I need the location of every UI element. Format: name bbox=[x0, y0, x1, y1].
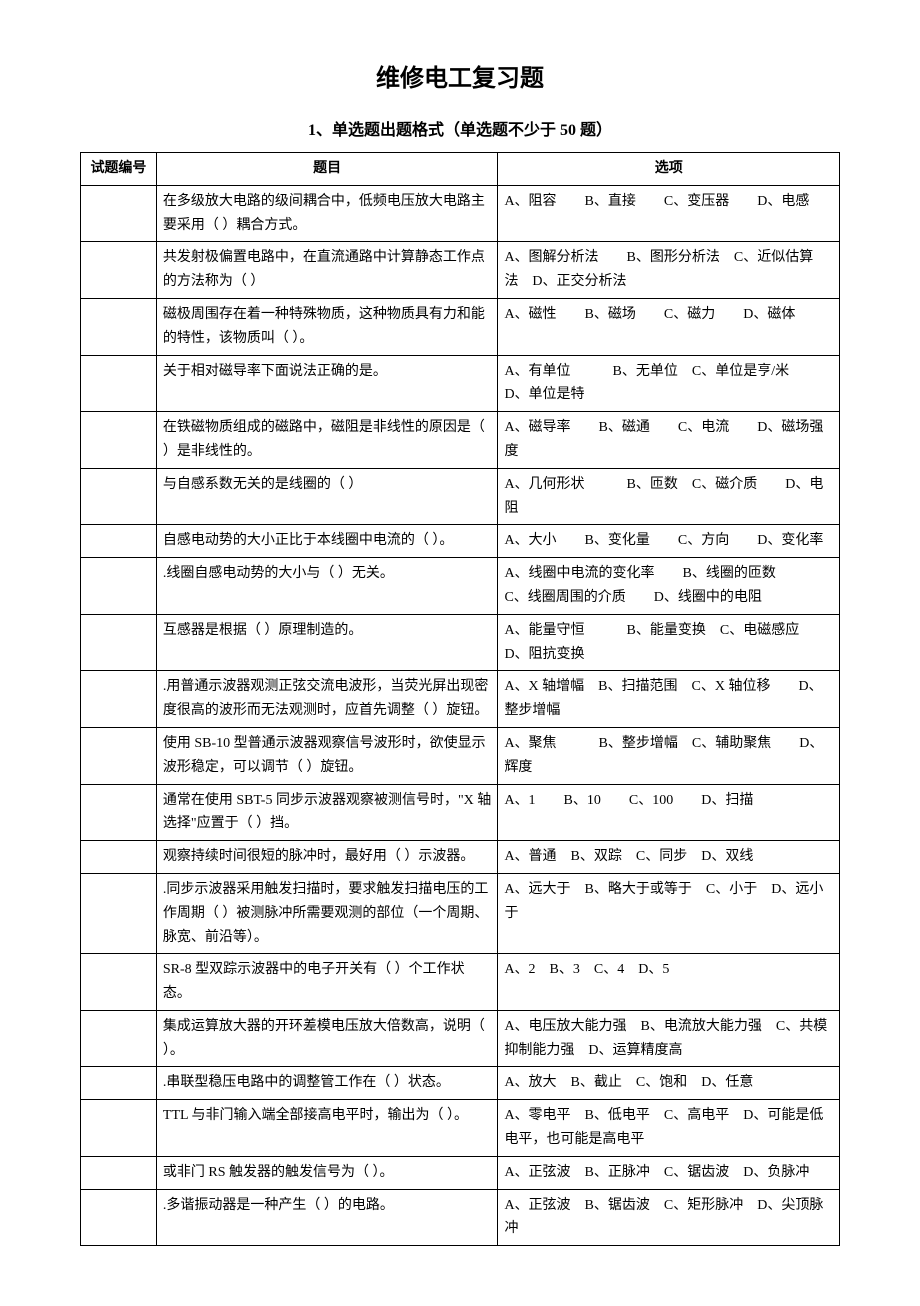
cell-question: .用普通示波器观测正弦交流电波形，当荧光屏出现密度很高的波形而无法观测时，应首先… bbox=[156, 671, 498, 728]
table-row: 观察持续时间很短的脉冲时，最好用（ ）示波器。A、普通 B、双踪 C、同步 D、… bbox=[81, 841, 840, 874]
table-row: .串联型稳压电路中的调整管工作在（ ）状态。A、放大 B、截止 C、饱和 D、任… bbox=[81, 1067, 840, 1100]
cell-id bbox=[81, 1100, 157, 1157]
cell-options: A、阻容 B、直接 C、变压器 D、电感 bbox=[498, 185, 840, 242]
cell-id bbox=[81, 242, 157, 299]
cell-options: A、2 B、3 C、4 D、5 bbox=[498, 954, 840, 1011]
cell-options: A、线圈中电流的变化率 B、线圈的匝数C、线圈周围的介质 D、线圈中的电阻 bbox=[498, 558, 840, 615]
cell-options: A、零电平 B、低电平 C、高电平 D、可能是低电平，也可能是高电平 bbox=[498, 1100, 840, 1157]
table-row: 在铁磁物质组成的磁路中，磁阻是非线性的原因是（ ）是非线性的。A、磁导率 B、磁… bbox=[81, 412, 840, 469]
table-row: .用普通示波器观测正弦交流电波形，当荧光屏出现密度很高的波形而无法观测时，应首先… bbox=[81, 671, 840, 728]
table-row: 在多级放大电路的级间耦合中，低频电压放大电路主要采用（ ）耦合方式。A、阻容 B… bbox=[81, 185, 840, 242]
cell-options: A、磁导率 B、磁通 C、电流 D、磁场强度 bbox=[498, 412, 840, 469]
cell-id bbox=[81, 355, 157, 412]
table-row: SR-8 型双踪示波器中的电子开关有（ ）个工作状态。A、2 B、3 C、4 D… bbox=[81, 954, 840, 1011]
question-table: 试题编号 题目 选项 在多级放大电路的级间耦合中，低频电压放大电路主要采用（ ）… bbox=[80, 152, 840, 1246]
cell-id bbox=[81, 558, 157, 615]
cell-id bbox=[81, 1189, 157, 1246]
table-row: 与自感系数无关的是线圈的（ ）A、几何形状 B、匝数 C、磁介质 D、电阻 bbox=[81, 468, 840, 525]
cell-question: .串联型稳压电路中的调整管工作在（ ）状态。 bbox=[156, 1067, 498, 1100]
cell-options: A、1 B、10 C、100 D、扫描 bbox=[498, 784, 840, 841]
cell-question: TTL 与非门输入端全部接高电平时，输出为（ ）。 bbox=[156, 1100, 498, 1157]
cell-id bbox=[81, 1067, 157, 1100]
cell-options: A、放大 B、截止 C、饱和 D、任意 bbox=[498, 1067, 840, 1100]
cell-id bbox=[81, 1010, 157, 1067]
cell-id bbox=[81, 727, 157, 784]
cell-question: 通常在使用 SBT-5 同步示波器观察被测信号时，"X 轴选择"应置于（ ）挡。 bbox=[156, 784, 498, 841]
cell-id bbox=[81, 298, 157, 355]
cell-options: A、电压放大能力强 B、电流放大能力强 C、共模抑制能力强 D、运算精度高 bbox=[498, 1010, 840, 1067]
cell-options: A、X 轴增幅 B、扫描范围 C、X 轴位移 D、整步增幅 bbox=[498, 671, 840, 728]
cell-question: 磁极周围存在着一种特殊物质，这种物质具有力和能的特性，该物质叫（ ）。 bbox=[156, 298, 498, 355]
table-row: 通常在使用 SBT-5 同步示波器观察被测信号时，"X 轴选择"应置于（ ）挡。… bbox=[81, 784, 840, 841]
table-row: 集成运算放大器的开环差模电压放大倍数高，说明（ ）。A、电压放大能力强 B、电流… bbox=[81, 1010, 840, 1067]
cell-options: A、大小 B、变化量 C、方向 D、变化率 bbox=[498, 525, 840, 558]
cell-question: 观察持续时间很短的脉冲时，最好用（ ）示波器。 bbox=[156, 841, 498, 874]
cell-options: A、图解分析法 B、图形分析法 C、近似估算法 D、正交分析法 bbox=[498, 242, 840, 299]
cell-id bbox=[81, 468, 157, 525]
cell-question: .同步示波器采用触发扫描时，要求触发扫描电压的工作周期（ ）被测脉冲所需要观测的… bbox=[156, 873, 498, 953]
cell-options: A、普通 B、双踪 C、同步 D、双线 bbox=[498, 841, 840, 874]
cell-question: SR-8 型双踪示波器中的电子开关有（ ）个工作状态。 bbox=[156, 954, 498, 1011]
cell-question: 自感电动势的大小正比于本线圈中电流的（ ）。 bbox=[156, 525, 498, 558]
table-row: 共发射极偏置电路中，在直流通路中计算静态工作点的方法称为（ ）A、图解分析法 B… bbox=[81, 242, 840, 299]
cell-question: 使用 SB-10 型普通示波器观察信号波形时，欲使显示波形稳定，可以调节（ ）旋… bbox=[156, 727, 498, 784]
cell-id bbox=[81, 784, 157, 841]
table-row: .同步示波器采用触发扫描时，要求触发扫描电压的工作周期（ ）被测脉冲所需要观测的… bbox=[81, 873, 840, 953]
cell-options: A、远大于 B、略大于或等于 C、小于 D、远小于 bbox=[498, 873, 840, 953]
table-row: 使用 SB-10 型普通示波器观察信号波形时，欲使显示波形稳定，可以调节（ ）旋… bbox=[81, 727, 840, 784]
cell-question: .多谐振动器是一种产生（ ）的电路。 bbox=[156, 1189, 498, 1246]
table-header-row: 试题编号 题目 选项 bbox=[81, 152, 840, 185]
col-header-id: 试题编号 bbox=[81, 152, 157, 185]
cell-id bbox=[81, 614, 157, 671]
cell-question: 在铁磁物质组成的磁路中，磁阻是非线性的原因是（ ）是非线性的。 bbox=[156, 412, 498, 469]
cell-id bbox=[81, 1156, 157, 1189]
cell-question: 互感器是根据（ ）原理制造的。 bbox=[156, 614, 498, 671]
cell-id bbox=[81, 841, 157, 874]
table-row: 关于相对磁导率下面说法正确的是。A、有单位 B、无单位 C、单位是亨/米 D、单… bbox=[81, 355, 840, 412]
cell-question: 与自感系数无关的是线圈的（ ） bbox=[156, 468, 498, 525]
table-row: TTL 与非门输入端全部接高电平时，输出为（ ）。A、零电平 B、低电平 C、高… bbox=[81, 1100, 840, 1157]
cell-id bbox=[81, 525, 157, 558]
col-header-options: 选项 bbox=[498, 152, 840, 185]
cell-question: 共发射极偏置电路中，在直流通路中计算静态工作点的方法称为（ ） bbox=[156, 242, 498, 299]
section-subtitle: 1、单选题出题格式（单选题不少于 50 题） bbox=[80, 118, 840, 144]
cell-options: A、磁性 B、磁场 C、磁力 D、磁体 bbox=[498, 298, 840, 355]
table-row: .线圈自感电动势的大小与（ ）无关。A、线圈中电流的变化率 B、线圈的匝数C、线… bbox=[81, 558, 840, 615]
cell-options: A、正弦波 B、正脉冲 C、锯齿波 D、负脉冲 bbox=[498, 1156, 840, 1189]
cell-question: 集成运算放大器的开环差模电压放大倍数高，说明（ ）。 bbox=[156, 1010, 498, 1067]
cell-options: A、几何形状 B、匝数 C、磁介质 D、电阻 bbox=[498, 468, 840, 525]
col-header-question: 题目 bbox=[156, 152, 498, 185]
cell-id bbox=[81, 873, 157, 953]
cell-question: 关于相对磁导率下面说法正确的是。 bbox=[156, 355, 498, 412]
cell-question: .线圈自感电动势的大小与（ ）无关。 bbox=[156, 558, 498, 615]
cell-id bbox=[81, 412, 157, 469]
cell-question: 或非门 RS 触发器的触发信号为（ ）。 bbox=[156, 1156, 498, 1189]
table-row: 自感电动势的大小正比于本线圈中电流的（ ）。A、大小 B、变化量 C、方向 D、… bbox=[81, 525, 840, 558]
cell-options: A、正弦波 B、锯齿波 C、矩形脉冲 D、尖顶脉冲 bbox=[498, 1189, 840, 1246]
cell-options: A、有单位 B、无单位 C、单位是亨/米 D、单位是特 bbox=[498, 355, 840, 412]
cell-id bbox=[81, 185, 157, 242]
page-title: 维修电工复习题 bbox=[80, 60, 840, 98]
table-row: 或非门 RS 触发器的触发信号为（ ）。A、正弦波 B、正脉冲 C、锯齿波 D、… bbox=[81, 1156, 840, 1189]
table-row: .多谐振动器是一种产生（ ）的电路。A、正弦波 B、锯齿波 C、矩形脉冲 D、尖… bbox=[81, 1189, 840, 1246]
cell-options: A、能量守恒 B、能量变换 C、电磁感应 D、阻抗变换 bbox=[498, 614, 840, 671]
table-row: 互感器是根据（ ）原理制造的。A、能量守恒 B、能量变换 C、电磁感应 D、阻抗… bbox=[81, 614, 840, 671]
cell-id bbox=[81, 671, 157, 728]
table-row: 磁极周围存在着一种特殊物质，这种物质具有力和能的特性，该物质叫（ ）。A、磁性 … bbox=[81, 298, 840, 355]
cell-options: A、聚焦 B、整步增幅 C、辅助聚焦 D、辉度 bbox=[498, 727, 840, 784]
cell-id bbox=[81, 954, 157, 1011]
cell-question: 在多级放大电路的级间耦合中，低频电压放大电路主要采用（ ）耦合方式。 bbox=[156, 185, 498, 242]
